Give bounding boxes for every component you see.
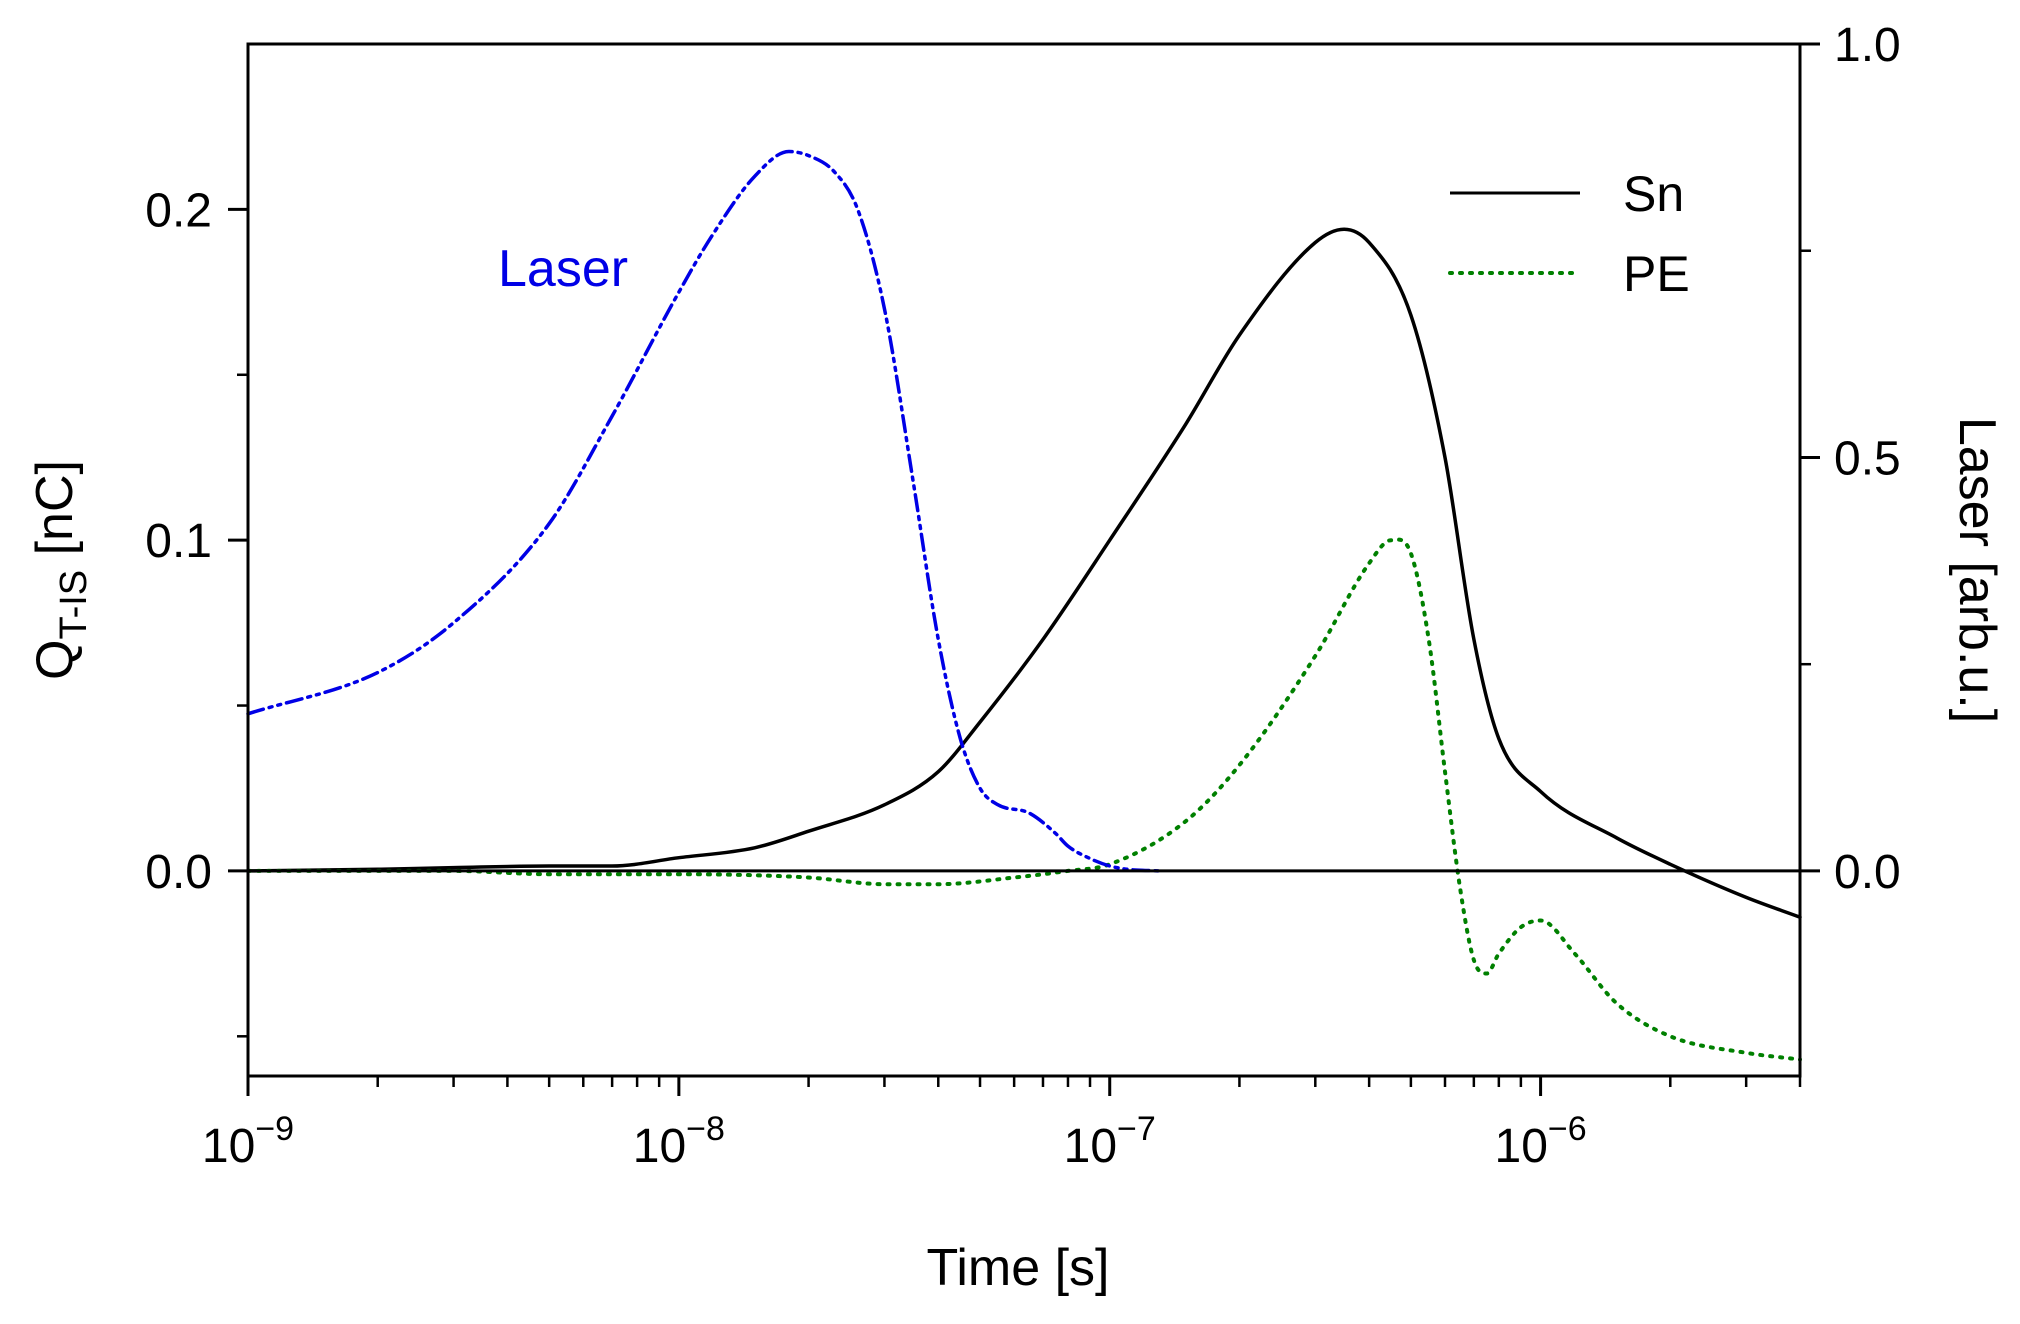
y-left-axis-title: QT-IS [nC]: [26, 460, 95, 680]
y-right-tick-label-0: 0.0: [1834, 846, 1901, 899]
y-left-tick-label-1: 0.1: [145, 515, 212, 568]
series-layer: [246, 149, 1802, 1062]
legend-label-pe: PE: [1623, 246, 1690, 302]
series-pe-line: [246, 537, 1802, 1062]
x-tick-label-0: 10−9: [202, 1110, 294, 1173]
x-axis-title: Time [s]: [927, 1239, 1110, 1297]
legend: Sn PE: [1448, 166, 1690, 302]
series-laser-line: [246, 149, 1161, 873]
y-left-tick-label-2: 0.2: [145, 184, 212, 237]
ticks-layer: [228, 42, 1820, 1096]
y-right-tick-label-2: 1.0: [1834, 19, 1901, 72]
laser-annotation: Laser: [498, 240, 628, 298]
x-tick-label-3: 10−6: [1495, 1110, 1587, 1173]
plot-frame: [246, 42, 1802, 1078]
legend-label-sn: Sn: [1623, 166, 1684, 222]
x-tick-label-2: 10−7: [1064, 1110, 1156, 1173]
x-tick-label-1: 10−8: [633, 1110, 725, 1173]
series-sn-line: [246, 227, 1802, 919]
y-right-tick-label-1: 0.5: [1834, 432, 1901, 485]
y-left-tick-label-0: 0.0: [145, 846, 212, 899]
y-right-axis-title: Laser [arb.u.]: [1948, 417, 2006, 723]
